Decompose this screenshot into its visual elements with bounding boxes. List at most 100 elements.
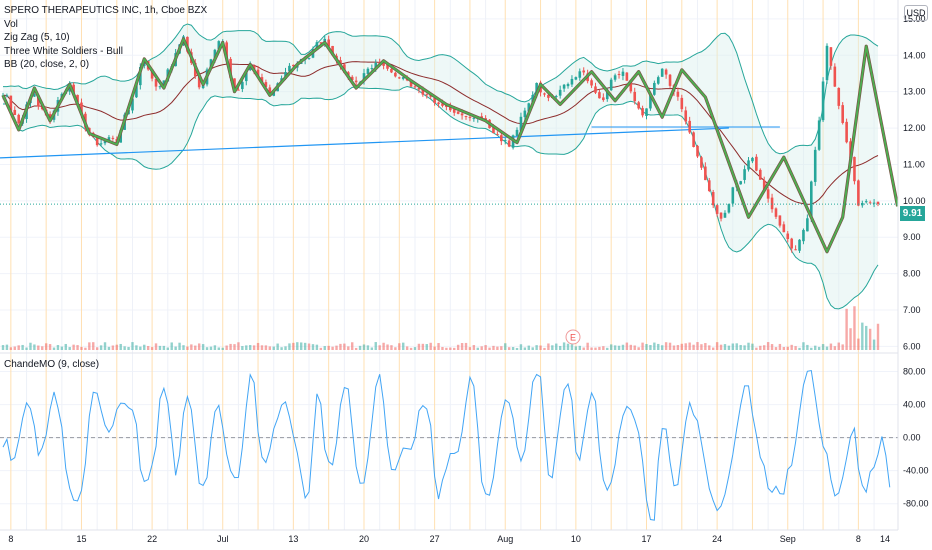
candle-body [237,89,240,91]
candle-body [747,160,750,170]
candle-body [825,45,829,81]
candle-body [578,71,582,78]
volume-bar [468,347,472,350]
volume-bar [229,343,232,350]
bb-fill [3,23,878,309]
volume-bar [735,343,738,350]
candle-body [645,108,648,116]
volume-bar [676,345,680,350]
candle-body [872,202,876,204]
oscillator-tick-label: -80.00 [903,499,929,509]
volume-bar [429,342,432,350]
candle-body [519,116,523,131]
candle-body [562,84,566,89]
candle-body [37,95,40,107]
volume-bar [590,347,593,350]
volume-bar [802,342,805,350]
volume-bar [327,345,330,350]
indicator-volume[interactable]: Vol [4,18,18,30]
volume-bar [586,342,589,350]
volume-bar [366,345,370,350]
candle-body [401,77,405,79]
candle-body [594,86,597,93]
candle-body [688,120,691,133]
candle-body [425,94,429,96]
volume-bar [849,328,852,350]
candle-body [782,224,786,233]
volume-bar [731,343,735,350]
volume-bar [21,344,24,350]
indicator-zigzag[interactable]: Zig Zag (5, 10) [4,32,70,43]
candle-body [158,86,162,88]
candle-body [76,94,79,103]
candle-body [656,77,660,84]
volume-bar [178,342,181,350]
candle-body [95,138,99,146]
candle-body [135,83,138,98]
time-tick-label: 13 [288,534,298,544]
volume-bar [264,345,268,350]
volume-bar [519,344,523,350]
candle-body [861,203,864,206]
candle-body [790,238,793,249]
volume-bar [719,344,723,350]
candle-body [723,212,727,218]
symbol-line[interactable]: SPERO THERAPEUTICS INC, 1h, Cboe BZX [4,5,208,16]
volume-bar [150,347,154,350]
volume-bar [146,346,150,350]
candle-body [9,95,13,111]
candle-body [794,249,797,251]
candle-body [213,49,217,60]
volume-bar [248,345,252,350]
volume-bar [194,345,197,350]
volume-bar [60,346,64,350]
volume-bar [174,346,177,350]
oscillator-tick-label: 40.00 [903,400,926,410]
volume-bar [221,347,224,350]
candle-body [853,156,856,182]
candle-body [209,59,213,69]
volume-bar [708,345,711,350]
volume-bar [44,343,48,350]
candle-body [390,68,393,73]
indicator-three-white-soldiers[interactable]: Three White Soldiers - Bull [4,45,123,57]
volume-bar [558,345,562,350]
candle-body [582,70,586,73]
candle-body [707,180,711,192]
candle-body [354,80,358,83]
volume-bar [252,345,256,350]
volume-bar [629,344,633,350]
candle-body [719,212,723,219]
candle-body [256,69,260,77]
candle-body [809,181,813,218]
volume-bar [715,342,719,350]
volume-bar [5,344,9,350]
volume-bar [562,342,566,350]
volume-bar [402,342,405,350]
volume-bar [759,345,762,350]
candle-body [774,208,778,217]
volume-bar [33,344,36,350]
candle-body [492,127,495,134]
volume-bar [111,345,115,350]
candle-body [409,81,413,87]
candle-body [566,84,570,87]
candle-body [225,42,228,58]
volume-bar [370,347,374,350]
volume-bar [296,342,299,350]
oscillator-legend[interactable]: ChandeMO (9, close) [4,359,100,370]
currency-button[interactable]: USD [904,5,928,21]
volume-bar [641,342,644,350]
volume-bar [358,345,362,350]
volume-bar [88,342,91,350]
volume-bar [794,346,797,350]
indicator-bollinger-bands[interactable]: BB (20, close, 2, 0) [4,59,90,70]
volume-bar [52,347,56,350]
candle-body [374,62,378,69]
volume-bar [213,345,217,350]
volume-bar [806,344,809,350]
candle-body [766,189,770,199]
volume-bar [241,346,244,350]
volume-bar [574,346,578,350]
